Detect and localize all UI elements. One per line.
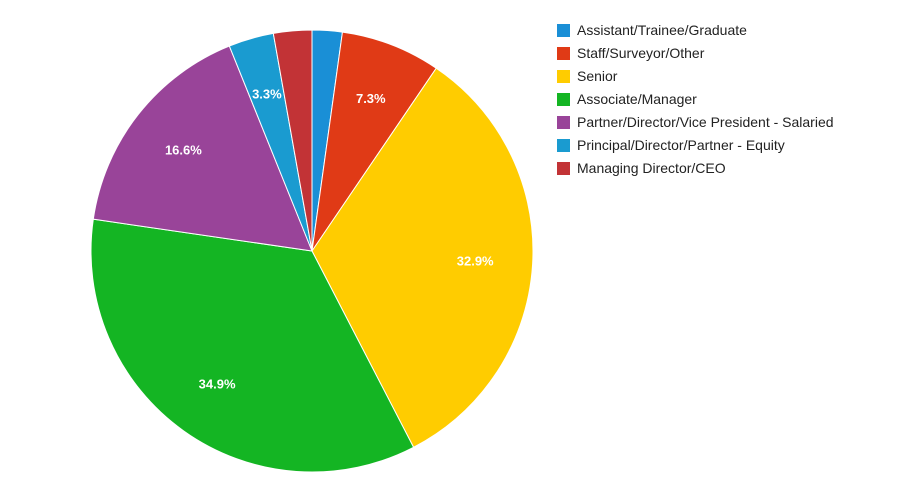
legend-label: Assistant/Trainee/Graduate [577,22,747,38]
pie-slices [90,29,534,473]
pie-slice-label-5: 3.3% [252,86,282,101]
legend: Assistant/Trainee/Graduate Staff/Surveyor… [557,22,887,183]
legend-label: Associate/Manager [577,91,697,107]
legend-swatch [557,116,570,129]
legend-swatch [557,93,570,106]
legend-item-1[interactable]: Staff/Surveyor/Other [557,45,887,62]
pie-slice-3[interactable] [90,218,415,473]
legend-swatch [557,24,570,37]
legend-label: Principal/Director/Partner - Equity [577,137,785,153]
legend-label: Partner/Director/Vice President - Salari… [577,114,834,130]
pie-slice-1[interactable] [311,31,437,252]
pie-slice-4[interactable] [92,45,313,252]
pie-slice-label-1: 7.3% [356,91,386,106]
pie-slice-6[interactable] [272,29,313,252]
legend-swatch [557,47,570,60]
pie-slice-label-4: 16.6% [165,143,202,158]
pie-slice-2[interactable] [311,67,534,448]
legend-item-3[interactable]: Associate/Manager [557,91,887,108]
legend-label: Senior [577,68,618,84]
pie-slice-label-3: 34.9% [199,377,236,392]
legend-item-6[interactable]: Managing Director/CEO [557,160,887,177]
pie-slice-labels: 7.3% 32.9% 34.9% 16.6% 3.3% [165,86,494,391]
legend-item-2[interactable]: Senior [557,68,887,85]
legend-label: Staff/Surveyor/Other [577,45,705,61]
legend-swatch [557,139,570,152]
pie-slice-label-2: 32.9% [457,253,494,268]
legend-swatch [557,70,570,83]
pie-chart: 7.3% 32.9% 34.9% 16.6% 3.3% [90,29,534,473]
legend-item-4[interactable]: Partner/Director/Vice President - Salari… [557,114,887,131]
legend-item-0[interactable]: Assistant/Trainee/Graduate [557,22,887,39]
legend-label: Managing Director/CEO [577,160,726,176]
legend-swatch [557,162,570,175]
legend-item-5[interactable]: Principal/Director/Partner - Equity [557,137,887,154]
